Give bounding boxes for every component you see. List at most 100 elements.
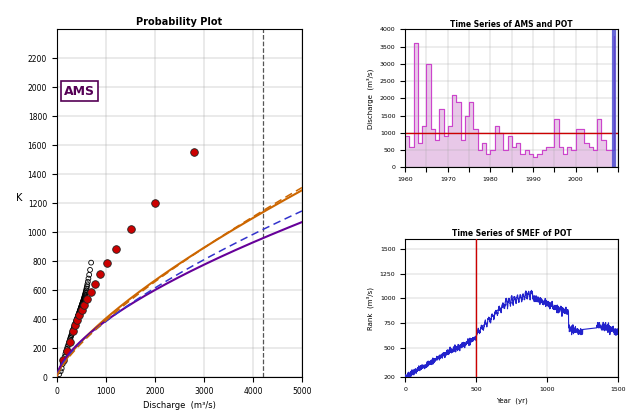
Point xyxy=(76,305,86,312)
Y-axis label: Rank  (m³/s): Rank (m³/s) xyxy=(367,287,374,330)
Point xyxy=(71,322,81,328)
Point xyxy=(78,300,88,307)
Y-axis label: K: K xyxy=(16,193,23,203)
Point xyxy=(62,348,72,354)
Point xyxy=(82,281,92,288)
Point xyxy=(68,328,78,334)
Point xyxy=(69,324,79,331)
Point xyxy=(73,313,83,320)
Point xyxy=(74,310,84,317)
Point xyxy=(95,271,105,277)
Point xyxy=(76,304,86,311)
Point xyxy=(59,354,69,360)
Point xyxy=(61,348,71,354)
Point xyxy=(58,357,68,363)
Point xyxy=(79,296,89,303)
Point xyxy=(80,290,90,296)
Point xyxy=(54,371,64,378)
Point xyxy=(71,320,81,326)
Point xyxy=(62,346,72,352)
Point xyxy=(75,306,85,313)
Point xyxy=(75,307,85,313)
Point xyxy=(59,357,69,364)
Point xyxy=(72,316,82,323)
Point xyxy=(78,300,88,306)
Text: AMS: AMS xyxy=(64,85,95,98)
Point xyxy=(78,298,88,305)
Point xyxy=(81,288,91,295)
Point xyxy=(66,333,76,340)
Point xyxy=(64,339,74,346)
Point xyxy=(76,305,86,312)
Point xyxy=(66,332,76,339)
Point xyxy=(81,285,91,292)
Point xyxy=(70,322,80,328)
Point xyxy=(82,295,92,302)
Point xyxy=(62,343,73,350)
Point xyxy=(82,283,92,290)
Point xyxy=(74,309,85,316)
Point xyxy=(80,294,90,300)
Point xyxy=(189,149,199,156)
Point xyxy=(71,318,81,325)
Point xyxy=(69,323,80,329)
Point xyxy=(85,266,95,273)
Title: Probability Plot: Probability Plot xyxy=(136,17,223,27)
Point xyxy=(80,291,90,297)
Point xyxy=(86,259,96,266)
Point xyxy=(67,330,77,337)
Point xyxy=(64,338,74,344)
Point xyxy=(90,280,100,287)
Point xyxy=(77,302,87,308)
Point xyxy=(78,297,88,303)
Point xyxy=(68,326,78,332)
Point xyxy=(63,341,73,348)
Point xyxy=(56,368,66,375)
Point xyxy=(75,308,85,314)
Point xyxy=(79,295,89,302)
Point xyxy=(110,246,121,252)
Point xyxy=(74,311,85,318)
Point xyxy=(61,351,71,357)
Point xyxy=(79,295,89,301)
Point xyxy=(73,313,83,319)
Point xyxy=(81,287,91,294)
Point xyxy=(102,259,112,266)
Point xyxy=(83,278,93,285)
Point xyxy=(74,311,84,318)
Point xyxy=(126,226,136,233)
Point xyxy=(57,365,67,372)
Point xyxy=(77,301,87,308)
Point xyxy=(70,321,80,327)
Point xyxy=(73,312,83,319)
X-axis label: Discharge  (m³/s): Discharge (m³/s) xyxy=(143,401,216,410)
Point xyxy=(68,327,78,334)
Point xyxy=(77,300,87,307)
Point xyxy=(74,309,85,316)
Point xyxy=(78,297,88,304)
Point xyxy=(77,306,87,313)
Point xyxy=(68,327,78,334)
Point xyxy=(78,299,88,305)
Point xyxy=(73,314,83,321)
Point xyxy=(80,293,90,300)
Point xyxy=(76,303,86,309)
Point xyxy=(74,308,85,315)
Point xyxy=(71,317,81,324)
Point xyxy=(66,335,76,341)
Point xyxy=(80,292,90,298)
Point xyxy=(76,304,86,310)
Point xyxy=(69,323,80,330)
Point xyxy=(72,315,82,322)
Point xyxy=(68,329,78,336)
Point xyxy=(84,272,94,278)
Point xyxy=(150,200,160,207)
Y-axis label: Discharge  (m³/s): Discharge (m³/s) xyxy=(367,68,374,129)
Point xyxy=(71,319,81,326)
Point xyxy=(86,288,96,295)
Point xyxy=(64,339,74,346)
Point xyxy=(73,311,83,318)
Point xyxy=(65,336,75,343)
Title: Time Series of AMS and POT: Time Series of AMS and POT xyxy=(451,20,573,28)
X-axis label: Year  (yr): Year (yr) xyxy=(496,397,528,404)
